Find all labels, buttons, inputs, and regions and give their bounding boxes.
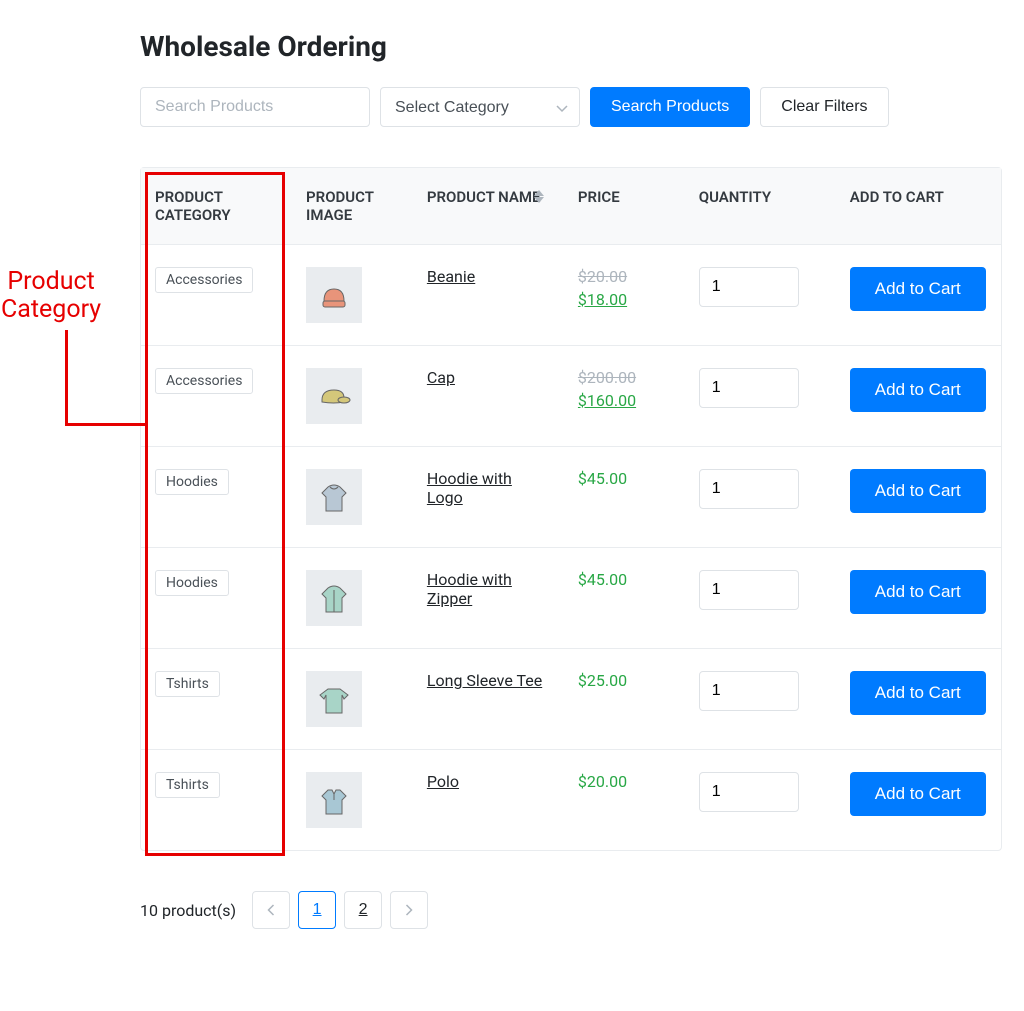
th-quantity: QUANTITY — [685, 168, 836, 245]
product-count: 10 product(s) — [140, 901, 236, 920]
product-name-link[interactable]: Polo — [427, 772, 459, 791]
add-to-cart-button[interactable]: Add to Cart — [850, 267, 986, 311]
th-price: PRICE — [564, 168, 685, 245]
price-current: $25.00 — [578, 671, 627, 690]
product-image[interactable] — [306, 368, 362, 424]
category-tag[interactable]: Hoodies — [155, 570, 229, 596]
price-old: $20.00 — [578, 267, 671, 286]
price-current: $45.00 — [578, 469, 627, 488]
table-row: Tshirts Polo $20.00 Add to Cart — [141, 750, 1001, 851]
product-table-wrapper: ProductCategory PRODUCT CATEGORY PRODUCT… — [140, 167, 1002, 851]
table-row: Accessories Cap $200.00 $160.00 Add to Cart — [141, 346, 1001, 447]
page-number-1[interactable]: 1 — [298, 891, 336, 929]
product-name-link[interactable]: Hoodie with Zipper — [427, 570, 512, 608]
page-prev-button[interactable] — [252, 891, 290, 929]
table-row: Accessories Beanie $20.00 $18.00 Add to Cart — [141, 245, 1001, 346]
search-input[interactable] — [140, 87, 370, 127]
category-tag[interactable]: Accessories — [155, 267, 253, 293]
annotation-connector-horizontal — [65, 423, 145, 426]
price-current: $160.00 — [578, 391, 671, 410]
product-table: PRODUCT CATEGORY PRODUCT IMAGE PRODUCT N… — [141, 168, 1001, 850]
product-image[interactable] — [306, 772, 362, 828]
table-row: Hoodies Hoodie with Zipper $45.00 Add to Ca… — [141, 548, 1001, 649]
table-row: Tshirts Long Sleeve Tee $25.00 Add to Cart — [141, 649, 1001, 750]
th-name-label: PRODUCT NAME — [427, 188, 541, 206]
product-image[interactable] — [306, 570, 362, 626]
add-to-cart-button[interactable]: Add to Cart — [850, 469, 986, 513]
product-name-link[interactable]: Beanie — [427, 267, 475, 286]
price-current: $20.00 — [578, 772, 627, 791]
quantity-input[interactable] — [699, 671, 799, 711]
table-row: Hoodies Hoodie with Logo $45.00 Add to Cart — [141, 447, 1001, 548]
annotation-connector-vertical — [65, 330, 68, 426]
product-name-link[interactable]: Cap — [427, 368, 455, 387]
quantity-input[interactable] — [699, 267, 799, 307]
page-number-2[interactable]: 2 — [344, 891, 382, 929]
th-cart: ADD TO CART — [836, 168, 1001, 245]
quantity-input[interactable] — [699, 469, 799, 509]
price-current: $18.00 — [578, 290, 671, 309]
category-tag[interactable]: Tshirts — [155, 671, 220, 697]
chevron-left-icon — [267, 904, 275, 916]
quantity-input[interactable] — [699, 368, 799, 408]
add-to-cart-button[interactable]: Add to Cart — [850, 772, 986, 816]
quantity-input[interactable] — [699, 772, 799, 812]
clear-filters-button[interactable]: Clear Filters — [760, 87, 888, 127]
pagination: 10 product(s) 12 — [140, 891, 1024, 929]
product-image[interactable] — [306, 267, 362, 323]
sort-icon — [534, 190, 544, 203]
search-button[interactable]: Search Products — [590, 87, 750, 127]
price-old: $200.00 — [578, 368, 671, 387]
product-name-link[interactable]: Long Sleeve Tee — [427, 671, 542, 690]
filter-bar: Select Category Search Products Clear Fi… — [140, 87, 1024, 127]
page-title: Wholesale Ordering — [140, 30, 1024, 63]
category-tag[interactable]: Hoodies — [155, 469, 229, 495]
product-name-link[interactable]: Hoodie with Logo — [427, 469, 512, 507]
product-image[interactable] — [306, 671, 362, 727]
th-category: PRODUCT CATEGORY — [141, 168, 292, 245]
add-to-cart-button[interactable]: Add to Cart — [850, 671, 986, 715]
th-image: PRODUCT IMAGE — [292, 168, 413, 245]
category-tag[interactable]: Tshirts — [155, 772, 220, 798]
annotation-label: ProductCategory — [1, 268, 101, 323]
price-current: $45.00 — [578, 570, 627, 589]
th-name[interactable]: PRODUCT NAME — [413, 168, 564, 245]
category-select[interactable]: Select Category — [380, 87, 580, 127]
add-to-cart-button[interactable]: Add to Cart — [850, 570, 986, 614]
quantity-input[interactable] — [699, 570, 799, 610]
add-to-cart-button[interactable]: Add to Cart — [850, 368, 986, 412]
page-next-button[interactable] — [390, 891, 428, 929]
product-image[interactable] — [306, 469, 362, 525]
chevron-right-icon — [405, 904, 413, 916]
category-tag[interactable]: Accessories — [155, 368, 253, 394]
category-select-wrapper: Select Category — [380, 87, 580, 127]
